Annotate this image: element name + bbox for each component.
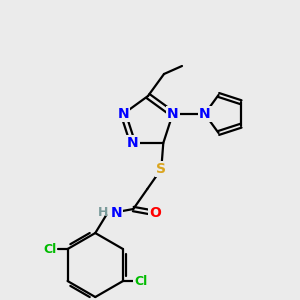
Text: Cl: Cl bbox=[43, 242, 56, 256]
Text: H: H bbox=[98, 206, 109, 218]
Text: N: N bbox=[167, 107, 178, 121]
Text: N: N bbox=[118, 107, 129, 121]
Text: N: N bbox=[110, 206, 122, 220]
Text: Cl: Cl bbox=[134, 274, 148, 287]
Text: S: S bbox=[156, 162, 166, 176]
Text: N: N bbox=[127, 136, 139, 150]
Text: N: N bbox=[199, 107, 211, 121]
Text: O: O bbox=[149, 206, 161, 220]
